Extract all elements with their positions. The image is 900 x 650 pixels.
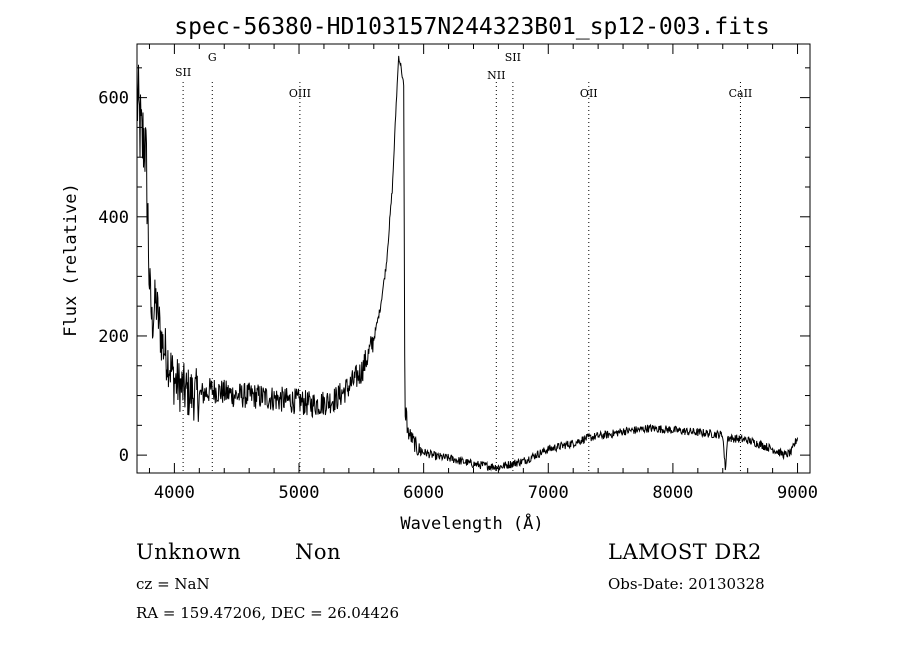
cz-label: cz = NaN bbox=[136, 575, 210, 593]
axis-ticks bbox=[137, 44, 810, 473]
x-tick-label: 7000 bbox=[528, 483, 569, 503]
class-label: Unknown bbox=[136, 540, 242, 564]
spectral-line-label: OIII bbox=[289, 87, 311, 100]
spectral-line-label: OII bbox=[580, 87, 598, 100]
x-tick-label: 4000 bbox=[154, 483, 195, 503]
y-axis-label: Flux (relative) bbox=[61, 183, 81, 337]
x-tick-label: 6000 bbox=[403, 483, 444, 503]
spectral-line-label: NII bbox=[487, 69, 505, 82]
x-axis-label: Wavelength (Å) bbox=[400, 512, 543, 534]
x-tick-label: 9000 bbox=[777, 483, 818, 503]
y-tick-label: 200 bbox=[98, 327, 129, 347]
spectral-line-label: CaII bbox=[729, 87, 753, 100]
x-tick-label: 5000 bbox=[279, 483, 320, 503]
tick-labels: 4000 5000 6000 7000 8000 9000 0 200 400 600 bbox=[98, 89, 818, 503]
x-tick-label: 8000 bbox=[652, 483, 693, 503]
spectral-line-label: G bbox=[208, 51, 217, 64]
survey-label: LAMOST DR2 bbox=[608, 540, 762, 564]
radec-label: RA = 159.47206, DEC = 26.04426 bbox=[136, 604, 400, 622]
y-tick-label: 600 bbox=[98, 89, 129, 109]
spectrum-line bbox=[136, 55, 798, 472]
chart-title: spec-56380-HD103157N244323B01_sp12-003.f… bbox=[174, 14, 769, 40]
y-tick-label: 400 bbox=[98, 208, 129, 228]
spectral-line-label: SII bbox=[505, 51, 521, 64]
plot-frame bbox=[136, 43, 811, 474]
obsdate-label: Obs-Date: 20130328 bbox=[608, 575, 765, 593]
subclass-label: Non bbox=[295, 540, 342, 564]
y-tick-label: 0 bbox=[119, 446, 129, 466]
spectral-line-label: SII bbox=[175, 66, 191, 79]
